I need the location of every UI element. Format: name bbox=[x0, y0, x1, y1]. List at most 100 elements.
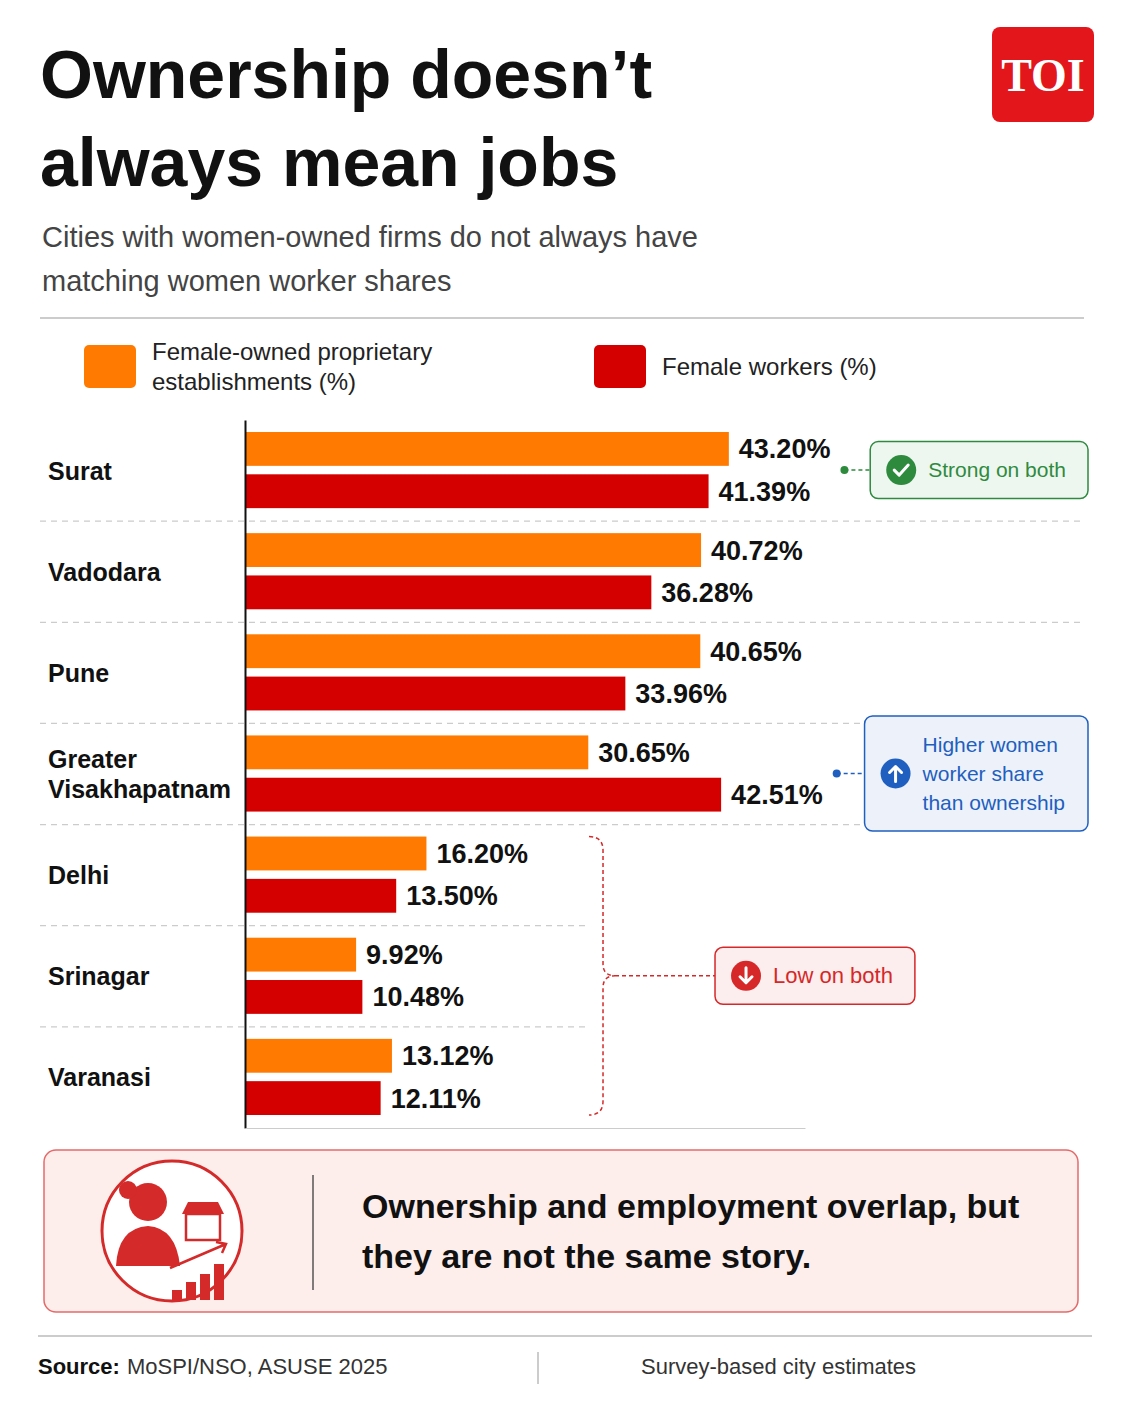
data-label: 13.12% bbox=[402, 1041, 494, 1071]
annotation-icon bbox=[881, 759, 911, 789]
y-axis: Surat Vadodara Pune GreaterVisakhapatnam Del… bbox=[48, 421, 246, 1129]
bar bbox=[245, 778, 721, 812]
footer-rule bbox=[38, 1336, 1092, 1337]
bar bbox=[245, 879, 396, 913]
annotation-icon bbox=[731, 961, 761, 991]
y-tick: Vadodara bbox=[48, 558, 162, 586]
annotation-text: Low on both bbox=[773, 963, 893, 988]
annotation-box bbox=[870, 442, 1088, 499]
legend-swatch bbox=[594, 345, 646, 388]
text-line: Greater bbox=[48, 745, 137, 773]
chart: Ownership doesn’t always mean jobs TOI Citi… bbox=[0, 0, 1122, 1402]
category-label: Delhi bbox=[48, 861, 109, 889]
text-line: Visakhapatnam bbox=[48, 775, 231, 803]
data-label: 36.28% bbox=[661, 578, 753, 608]
row-separator bbox=[40, 925, 590, 926]
text-line: Vadodara bbox=[48, 558, 162, 586]
callout-icon-awning bbox=[182, 1202, 224, 1214]
x-axis bbox=[246, 1128, 806, 1129]
annotation-box bbox=[715, 947, 915, 1004]
callout-text: Ownership and employment overlap, butthe… bbox=[362, 1187, 1019, 1275]
callout-icon-arrow bbox=[170, 1242, 226, 1268]
background bbox=[0, 0, 1122, 1402]
category-label: Surat bbox=[48, 457, 113, 485]
row-separator bbox=[40, 1026, 590, 1027]
y-tick: Varanasi bbox=[48, 1063, 151, 1091]
annotation-text: Strong on both bbox=[928, 458, 1066, 481]
y-axis-line bbox=[245, 421, 247, 1129]
callout-icon-bar bbox=[200, 1274, 210, 1300]
text-line: Strong on both bbox=[928, 458, 1066, 481]
bar bbox=[245, 432, 729, 466]
text-line: Female workers (%) bbox=[662, 353, 877, 380]
bar bbox=[245, 1039, 392, 1073]
text-line: Higher women bbox=[923, 733, 1058, 756]
callout-icon-bar bbox=[186, 1282, 196, 1300]
annotation-bracket bbox=[589, 837, 615, 1115]
text-line: Cities with women-owned firms do not alw… bbox=[42, 221, 698, 253]
legend: Female-owned proprietary establishments (… bbox=[84, 338, 877, 395]
data-label: 40.72% bbox=[711, 536, 803, 566]
title: Ownership doesn’t always mean jobs bbox=[40, 36, 652, 200]
data-label: 9.92% bbox=[366, 940, 443, 970]
data-label: 13.50% bbox=[406, 881, 498, 911]
note: Survey-based city estimates bbox=[641, 1354, 916, 1379]
header-rule bbox=[40, 317, 1084, 319]
source-label: Source: bbox=[38, 1354, 120, 1379]
callout-icon-body bbox=[116, 1226, 180, 1266]
row-separator bbox=[40, 521, 1082, 522]
bar bbox=[245, 980, 362, 1014]
text-line: Ownership doesn’t bbox=[40, 36, 652, 112]
annotation-leader bbox=[615, 975, 715, 977]
text-line: than ownership bbox=[923, 791, 1065, 814]
annotation-icon-symbol bbox=[894, 465, 908, 475]
category-label: Vadodara bbox=[48, 558, 162, 586]
bar bbox=[245, 575, 651, 609]
y-tick: Surat bbox=[48, 457, 113, 485]
data-labels: 43.20%40.72%40.65%30.65%16.20%9.92%13.12… bbox=[366, 434, 830, 1113]
annotation-leader bbox=[837, 773, 865, 775]
row-separators bbox=[40, 521, 1082, 1027]
callout-icon-shop bbox=[186, 1214, 220, 1240]
bars bbox=[245, 432, 729, 1115]
bar bbox=[245, 735, 588, 769]
data-label: 42.51% bbox=[731, 780, 823, 810]
x-axis-line bbox=[246, 1128, 806, 1129]
brand: TOI bbox=[1001, 50, 1085, 101]
subtitle: Cities with women-owned firms do not alw… bbox=[42, 221, 698, 297]
annotation-icon-symbol bbox=[740, 968, 752, 983]
text-line: worker share bbox=[922, 762, 1044, 785]
bar bbox=[245, 938, 356, 972]
callout-divider bbox=[312, 1175, 314, 1290]
callout-box bbox=[44, 1150, 1078, 1312]
data-label: 12.11% bbox=[391, 1084, 481, 1114]
category-label: Varanasi bbox=[48, 1063, 151, 1091]
text-line: Pune bbox=[48, 659, 109, 687]
callout-icon-ring bbox=[102, 1161, 242, 1301]
annotation: Strong on both bbox=[840, 442, 1088, 499]
text-line: Varanasi bbox=[48, 1063, 151, 1091]
bar bbox=[245, 677, 625, 711]
annotation-icon bbox=[886, 455, 916, 485]
bar bbox=[245, 1081, 381, 1115]
text-line: Female-owned proprietary bbox=[152, 338, 432, 365]
footer-divider bbox=[538, 1352, 539, 1384]
bar bbox=[245, 837, 426, 871]
text-line: always mean jobs bbox=[40, 124, 618, 200]
brand-box bbox=[992, 27, 1094, 122]
data-label: 43.20% bbox=[739, 434, 831, 464]
row-separator bbox=[40, 622, 1082, 623]
legend-label: Female-owned proprietary establishments (… bbox=[152, 338, 432, 395]
y-tick: Delhi bbox=[48, 861, 109, 889]
text-line: Ownership and employment overlap, but bbox=[362, 1187, 1019, 1225]
bar bbox=[245, 634, 700, 668]
annotation-icon-symbol bbox=[890, 767, 902, 782]
category-label: Pune bbox=[48, 659, 109, 687]
text-line: Delhi bbox=[48, 861, 109, 889]
annotation: Higher women worker share than ownership bbox=[833, 716, 1088, 831]
text-line: Low on both bbox=[773, 963, 893, 988]
annotation: Low on both bbox=[589, 837, 915, 1115]
category-label: Srinagar bbox=[48, 962, 150, 990]
text-line: establishments (%) bbox=[152, 368, 356, 395]
callout-icon-bun bbox=[119, 1181, 137, 1199]
